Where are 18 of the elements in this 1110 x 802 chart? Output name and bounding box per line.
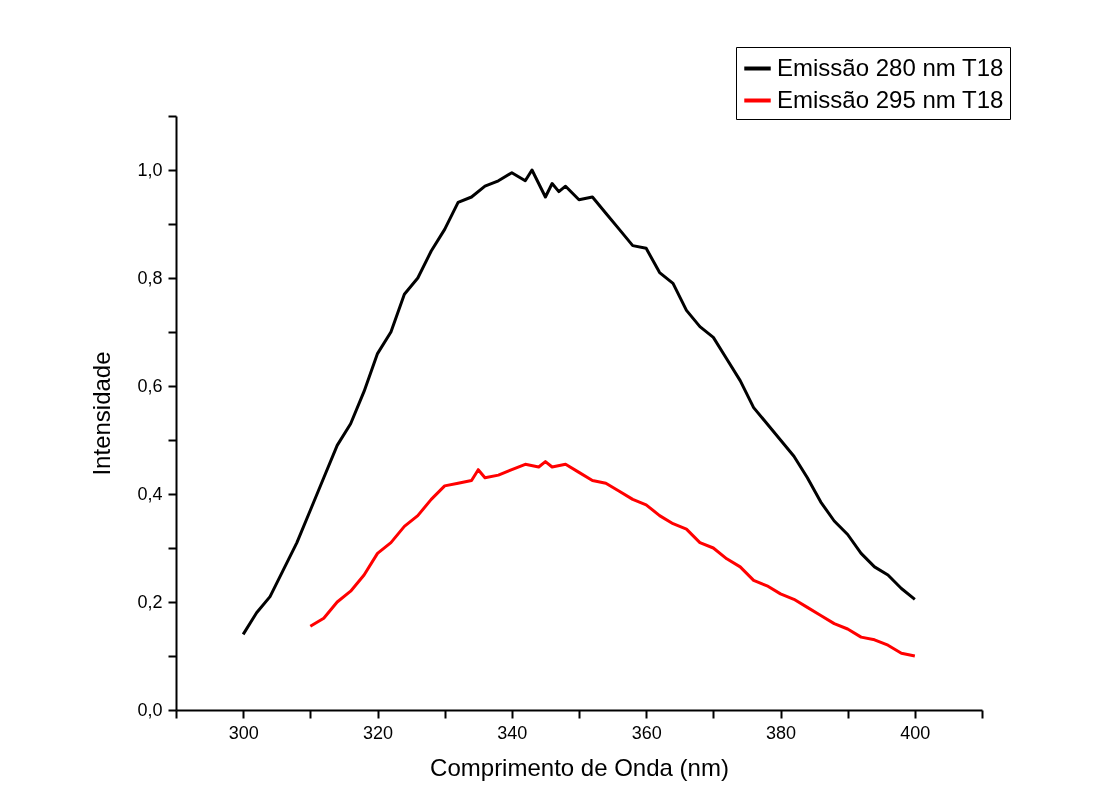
x-tick-label: 320 [362,722,394,743]
y-tick-label: 0,2 [137,591,163,612]
x-tick-label: 340 [497,722,528,743]
line-series [241,168,917,636]
x-tick-label: 360 [631,722,662,743]
x-axis-title: Comprimento de Onda (nm) [430,753,729,781]
x-tick-label: 380 [765,722,797,743]
y-tick-label: 0,6 [137,375,163,396]
y-tick-label: 0,8 [137,267,163,288]
legend-label: Emissão 280 nm T18 [777,53,1004,81]
y-tick-label: 1,0 [137,159,163,180]
x-tick-label: 400 [900,722,931,743]
line-series [308,460,917,658]
x-tick-label: 300 [228,722,259,743]
y-tick-label: 0,4 [137,483,163,504]
y-axis-title: Intensidade [88,351,116,476]
y-tick-label: 0,0 [137,699,163,720]
legend-label: Emissão 295 nm T18 [777,85,1004,113]
